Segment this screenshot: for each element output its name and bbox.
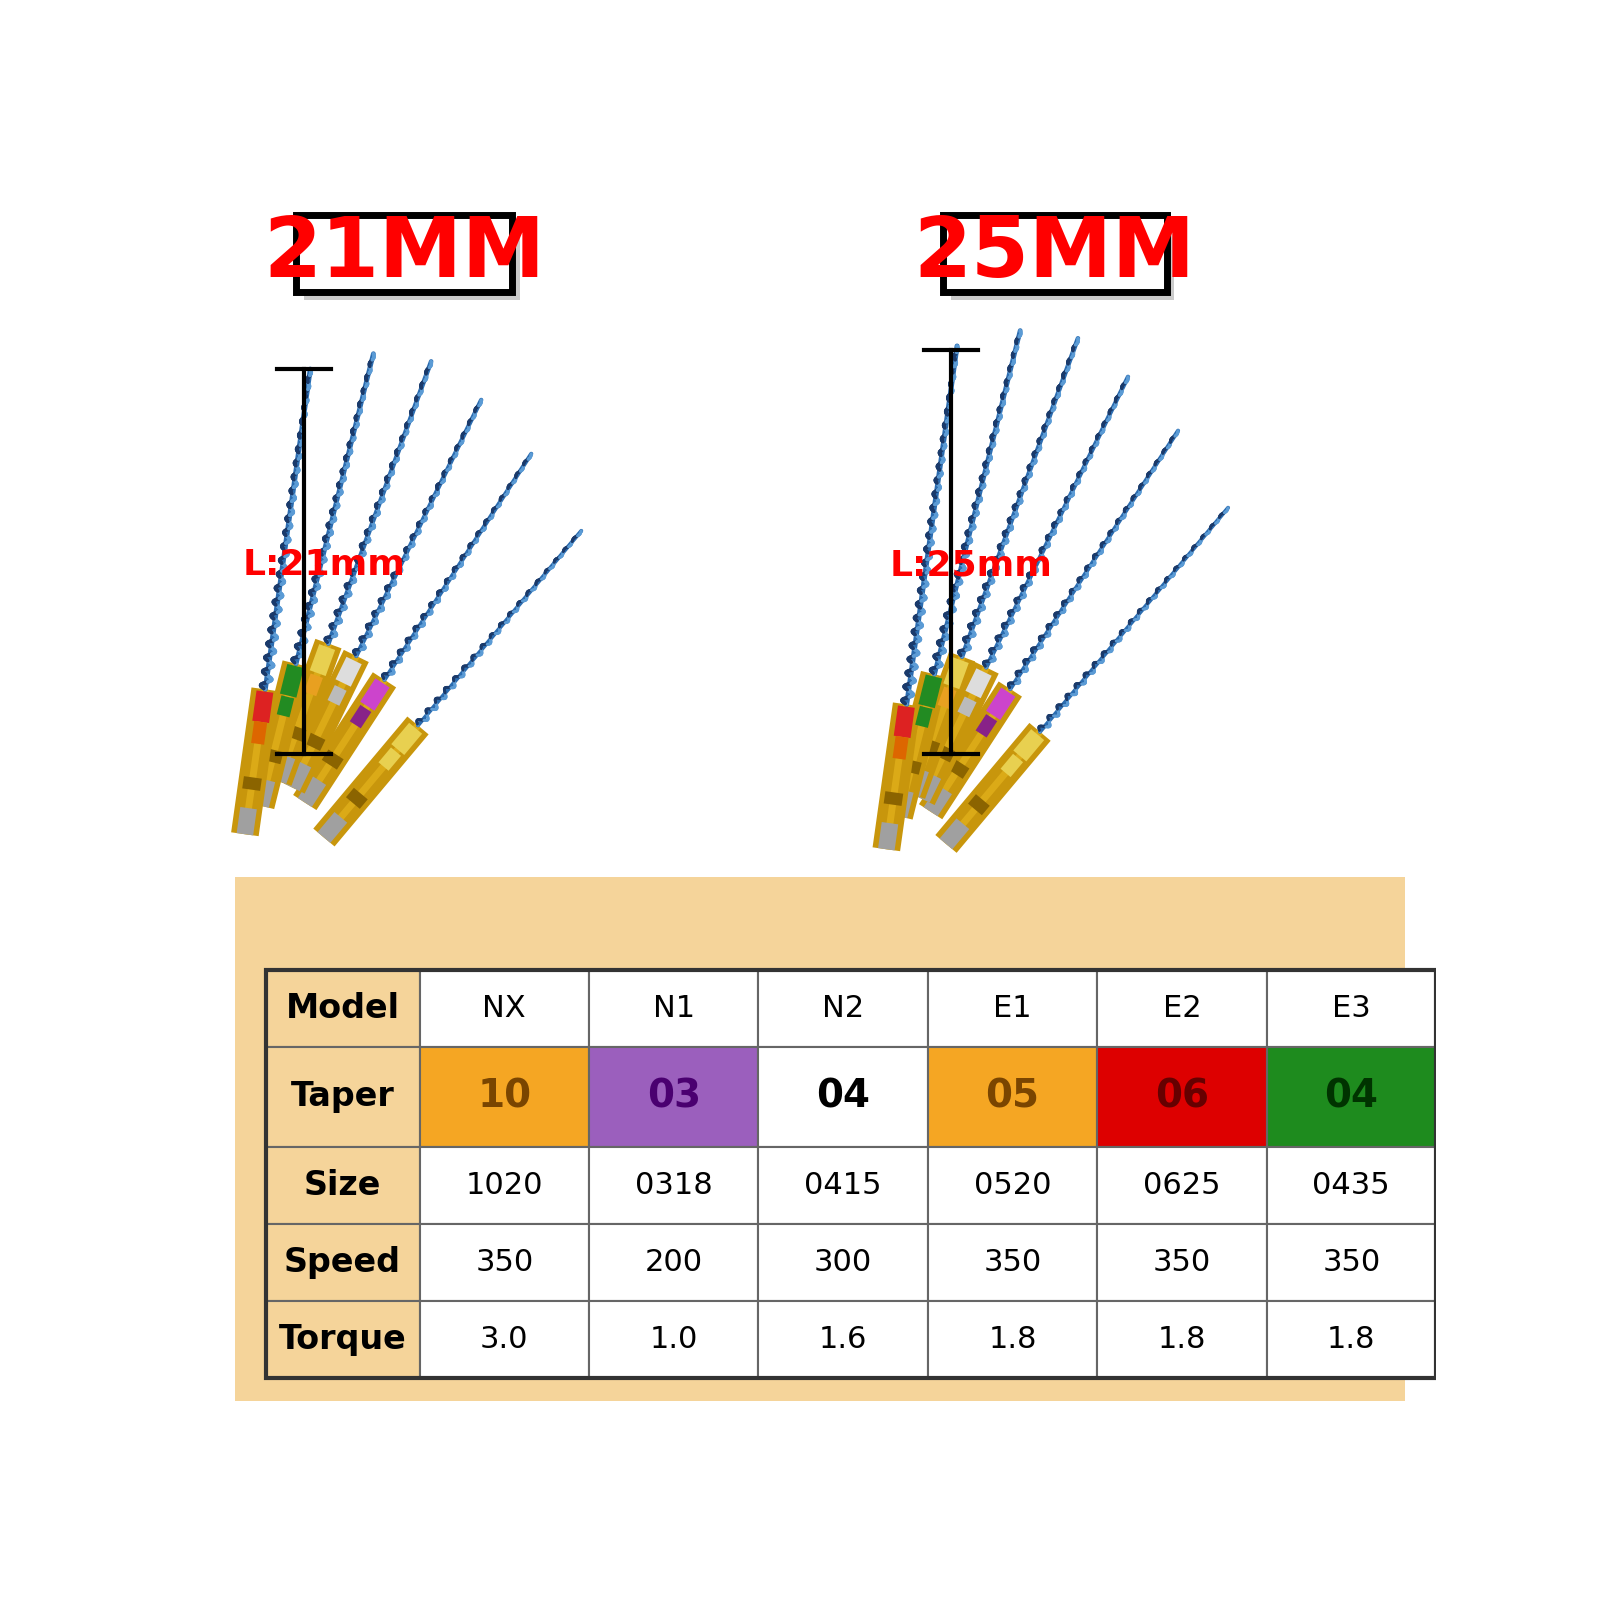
FancyBboxPatch shape bbox=[589, 1147, 758, 1224]
FancyBboxPatch shape bbox=[419, 1046, 589, 1147]
Text: 300: 300 bbox=[814, 1248, 872, 1277]
FancyBboxPatch shape bbox=[589, 1046, 758, 1147]
FancyBboxPatch shape bbox=[296, 214, 512, 293]
FancyBboxPatch shape bbox=[1098, 970, 1267, 1046]
FancyBboxPatch shape bbox=[1098, 1301, 1267, 1378]
Text: N1: N1 bbox=[653, 994, 694, 1022]
Text: Size: Size bbox=[304, 1168, 381, 1202]
FancyBboxPatch shape bbox=[928, 1224, 1098, 1301]
Text: 03: 03 bbox=[646, 1078, 701, 1115]
FancyBboxPatch shape bbox=[589, 1301, 758, 1378]
Text: 350: 350 bbox=[1152, 1248, 1211, 1277]
Text: 0415: 0415 bbox=[805, 1171, 882, 1200]
FancyBboxPatch shape bbox=[589, 1224, 758, 1301]
FancyBboxPatch shape bbox=[928, 1046, 1098, 1147]
Text: N2: N2 bbox=[822, 994, 864, 1022]
Text: 05: 05 bbox=[986, 1078, 1040, 1115]
FancyBboxPatch shape bbox=[1267, 1046, 1437, 1147]
Text: 0520: 0520 bbox=[974, 1171, 1051, 1200]
FancyBboxPatch shape bbox=[1267, 1301, 1437, 1378]
FancyBboxPatch shape bbox=[266, 1046, 419, 1147]
FancyBboxPatch shape bbox=[419, 1224, 589, 1301]
FancyBboxPatch shape bbox=[589, 970, 758, 1046]
FancyBboxPatch shape bbox=[758, 970, 928, 1046]
FancyBboxPatch shape bbox=[304, 222, 520, 299]
Text: 350: 350 bbox=[984, 1248, 1042, 1277]
Text: 0435: 0435 bbox=[1312, 1171, 1390, 1200]
Text: Model: Model bbox=[286, 992, 400, 1024]
Text: 1.6: 1.6 bbox=[819, 1325, 867, 1354]
FancyBboxPatch shape bbox=[758, 1147, 928, 1224]
Text: L:21mm: L:21mm bbox=[243, 549, 405, 582]
Text: 06: 06 bbox=[1155, 1078, 1210, 1115]
Text: 25MM: 25MM bbox=[914, 213, 1195, 294]
Text: Taper: Taper bbox=[291, 1080, 395, 1114]
Text: E1: E1 bbox=[994, 994, 1032, 1022]
Text: 1.8: 1.8 bbox=[1326, 1325, 1376, 1354]
FancyBboxPatch shape bbox=[1098, 1046, 1267, 1147]
Text: 3.0: 3.0 bbox=[480, 1325, 528, 1354]
FancyBboxPatch shape bbox=[235, 877, 1405, 1402]
FancyBboxPatch shape bbox=[419, 1301, 589, 1378]
FancyBboxPatch shape bbox=[266, 970, 419, 1046]
Text: 1.0: 1.0 bbox=[650, 1325, 698, 1354]
FancyBboxPatch shape bbox=[928, 1301, 1098, 1378]
Text: 1.8: 1.8 bbox=[1158, 1325, 1206, 1354]
Text: E3: E3 bbox=[1331, 994, 1371, 1022]
FancyBboxPatch shape bbox=[1267, 970, 1437, 1046]
FancyBboxPatch shape bbox=[758, 1301, 928, 1378]
Text: 10: 10 bbox=[477, 1078, 531, 1115]
Text: 04: 04 bbox=[1325, 1078, 1378, 1115]
FancyBboxPatch shape bbox=[758, 1224, 928, 1301]
FancyBboxPatch shape bbox=[1267, 1147, 1437, 1224]
Text: E2: E2 bbox=[1163, 994, 1202, 1022]
Text: 350: 350 bbox=[475, 1248, 533, 1277]
Text: 0318: 0318 bbox=[635, 1171, 712, 1200]
FancyBboxPatch shape bbox=[758, 1046, 928, 1147]
Text: 200: 200 bbox=[645, 1248, 702, 1277]
FancyBboxPatch shape bbox=[928, 1147, 1098, 1224]
FancyBboxPatch shape bbox=[950, 222, 1174, 299]
FancyBboxPatch shape bbox=[266, 1224, 419, 1301]
Text: 0625: 0625 bbox=[1142, 1171, 1221, 1200]
Text: 04: 04 bbox=[816, 1078, 870, 1115]
FancyBboxPatch shape bbox=[419, 970, 589, 1046]
Text: 21MM: 21MM bbox=[264, 213, 546, 294]
Text: NX: NX bbox=[483, 994, 526, 1022]
FancyBboxPatch shape bbox=[419, 1147, 589, 1224]
Text: 1.8: 1.8 bbox=[989, 1325, 1037, 1354]
FancyBboxPatch shape bbox=[1267, 1224, 1437, 1301]
FancyBboxPatch shape bbox=[266, 1301, 419, 1378]
Text: L:25mm: L:25mm bbox=[890, 549, 1053, 582]
FancyBboxPatch shape bbox=[928, 970, 1098, 1046]
FancyBboxPatch shape bbox=[944, 214, 1166, 293]
FancyBboxPatch shape bbox=[1098, 1147, 1267, 1224]
FancyBboxPatch shape bbox=[1098, 1224, 1267, 1301]
Text: 1020: 1020 bbox=[466, 1171, 542, 1200]
FancyBboxPatch shape bbox=[266, 1147, 419, 1224]
Text: Speed: Speed bbox=[285, 1246, 402, 1278]
Text: Torque: Torque bbox=[278, 1323, 406, 1355]
Text: 350: 350 bbox=[1322, 1248, 1381, 1277]
